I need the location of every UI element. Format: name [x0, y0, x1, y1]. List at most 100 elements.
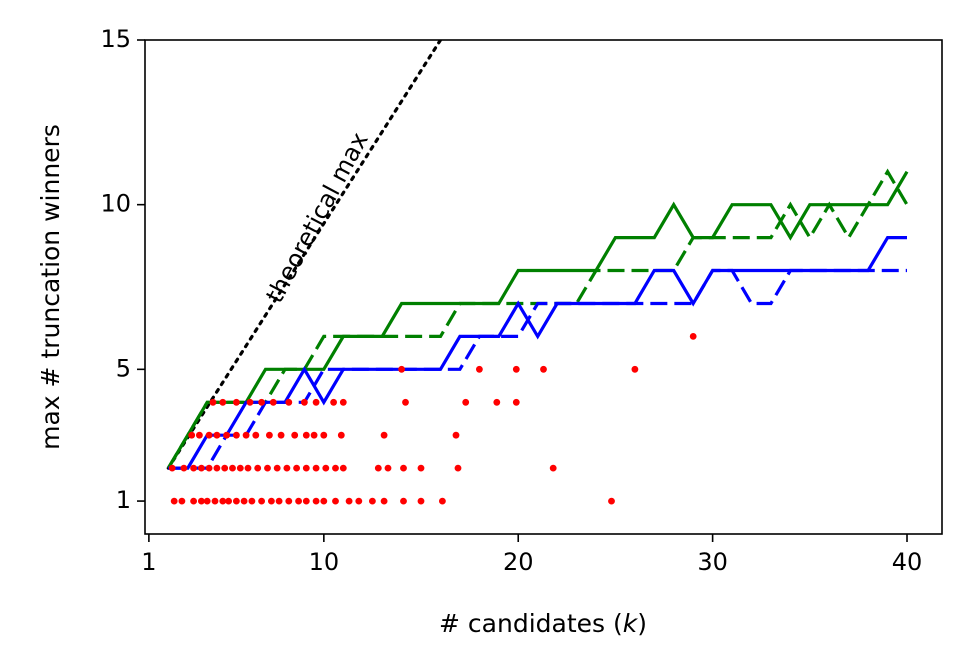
y-tick-label: 15: [100, 25, 131, 53]
scatter-point: [236, 464, 244, 472]
scatter-point: [549, 464, 557, 472]
x-axis-label-close: ): [637, 609, 647, 638]
scatter-point: [203, 497, 211, 505]
scatter-point: [213, 464, 221, 472]
scatter-point: [417, 464, 425, 472]
x-tick-label: 10: [309, 548, 340, 576]
x-axis-label: # candidates (k): [439, 609, 647, 638]
scatter-point: [252, 431, 260, 439]
scatter-point: [355, 497, 363, 505]
scatter-point: [254, 464, 262, 472]
y-tick-label: 10: [100, 190, 131, 218]
scatter-point: [213, 431, 221, 439]
scatter-point: [512, 365, 520, 373]
scatter-point: [400, 464, 407, 472]
scatter-point: [369, 497, 376, 505]
scatter-point: [400, 497, 407, 505]
scatter-point: [302, 464, 310, 472]
scatter-point: [402, 398, 409, 406]
series-line-2-dashed: [166, 168, 909, 469]
scatter-point: [264, 464, 271, 472]
scatter-point: [190, 497, 198, 505]
scatter-point: [380, 431, 388, 439]
scatter-point: [283, 464, 291, 472]
scatter-point: [285, 497, 293, 505]
scatter-point: [339, 464, 347, 472]
scatter-point: [244, 464, 252, 472]
scatter-point: [233, 497, 240, 505]
scatter-point: [233, 431, 240, 439]
scatter-point: [295, 497, 302, 505]
scatter-point: [198, 497, 205, 505]
annotation-theoretical-max: theoretical max: [260, 128, 373, 308]
scatter-point: [439, 497, 446, 505]
scatter-point: [301, 398, 308, 406]
scatter-point: [339, 398, 347, 406]
scatter-point: [190, 464, 198, 472]
scatter-point: [454, 464, 462, 472]
scatter-point: [540, 365, 547, 373]
x-tick-label: 20: [503, 548, 534, 576]
x-axis-label-variable: k: [623, 609, 639, 638]
scatter-point: [337, 431, 345, 439]
scatter-point: [384, 464, 392, 472]
series-layer: [166, 40, 909, 470]
scatter-point: [332, 464, 339, 472]
scatter-point: [462, 398, 470, 406]
series-line-1-solid: [166, 170, 909, 469]
scatter-point: [345, 497, 353, 505]
x-tick-label: 30: [697, 548, 728, 576]
scatter-point: [219, 497, 227, 505]
scatter-point: [198, 464, 205, 472]
scatter-point: [242, 431, 250, 439]
y-tick-label: 1: [116, 486, 131, 514]
x-axis-label-text: # candidates (: [439, 609, 623, 638]
scatter-point: [205, 431, 213, 439]
x-tick-label: 40: [892, 548, 923, 576]
tick-marks: [137, 39, 908, 542]
scatter-point: [310, 431, 318, 439]
scatter-point: [417, 497, 425, 505]
scatter-point: [221, 464, 229, 472]
scatter-point: [266, 431, 273, 439]
scatter-point: [374, 464, 382, 472]
scatter-point: [233, 398, 240, 406]
scatter-point: [178, 497, 186, 505]
scatter-point: [170, 497, 178, 505]
scatter-point: [689, 333, 697, 340]
scatter-layer: [168, 333, 697, 505]
scatter-point: [631, 365, 639, 373]
y-tick-label: 5: [116, 354, 131, 382]
series-line-0-dotted: [166, 40, 443, 470]
scatter-point: [205, 464, 213, 472]
scatter-point: [476, 365, 483, 373]
scatter-point: [322, 464, 330, 472]
scatter-point: [293, 464, 300, 472]
scatter-point: [330, 398, 337, 406]
scatter-point: [312, 398, 320, 406]
scatter-point: [219, 398, 227, 406]
scatter-point: [258, 497, 265, 505]
scatter-point: [258, 398, 265, 406]
scatter-point: [223, 431, 231, 439]
scatter-point: [312, 464, 320, 472]
scatter-point: [246, 398, 254, 406]
scatter-point: [291, 431, 299, 439]
scatter-point: [277, 431, 285, 439]
scatter-point: [268, 497, 275, 505]
scatter-point: [302, 497, 310, 505]
scatter-point: [196, 431, 203, 439]
scatter-point: [229, 464, 236, 472]
scatter-point: [273, 464, 281, 472]
scatter-point: [285, 398, 293, 406]
scatter-point: [188, 431, 196, 439]
scatter-point: [320, 431, 328, 439]
scatter-point: [225, 497, 233, 505]
scatter-point: [380, 497, 388, 505]
scatter-point: [512, 398, 520, 406]
scatter-point: [168, 464, 176, 472]
scatter-point: [209, 398, 217, 406]
scatter-point: [248, 497, 256, 505]
